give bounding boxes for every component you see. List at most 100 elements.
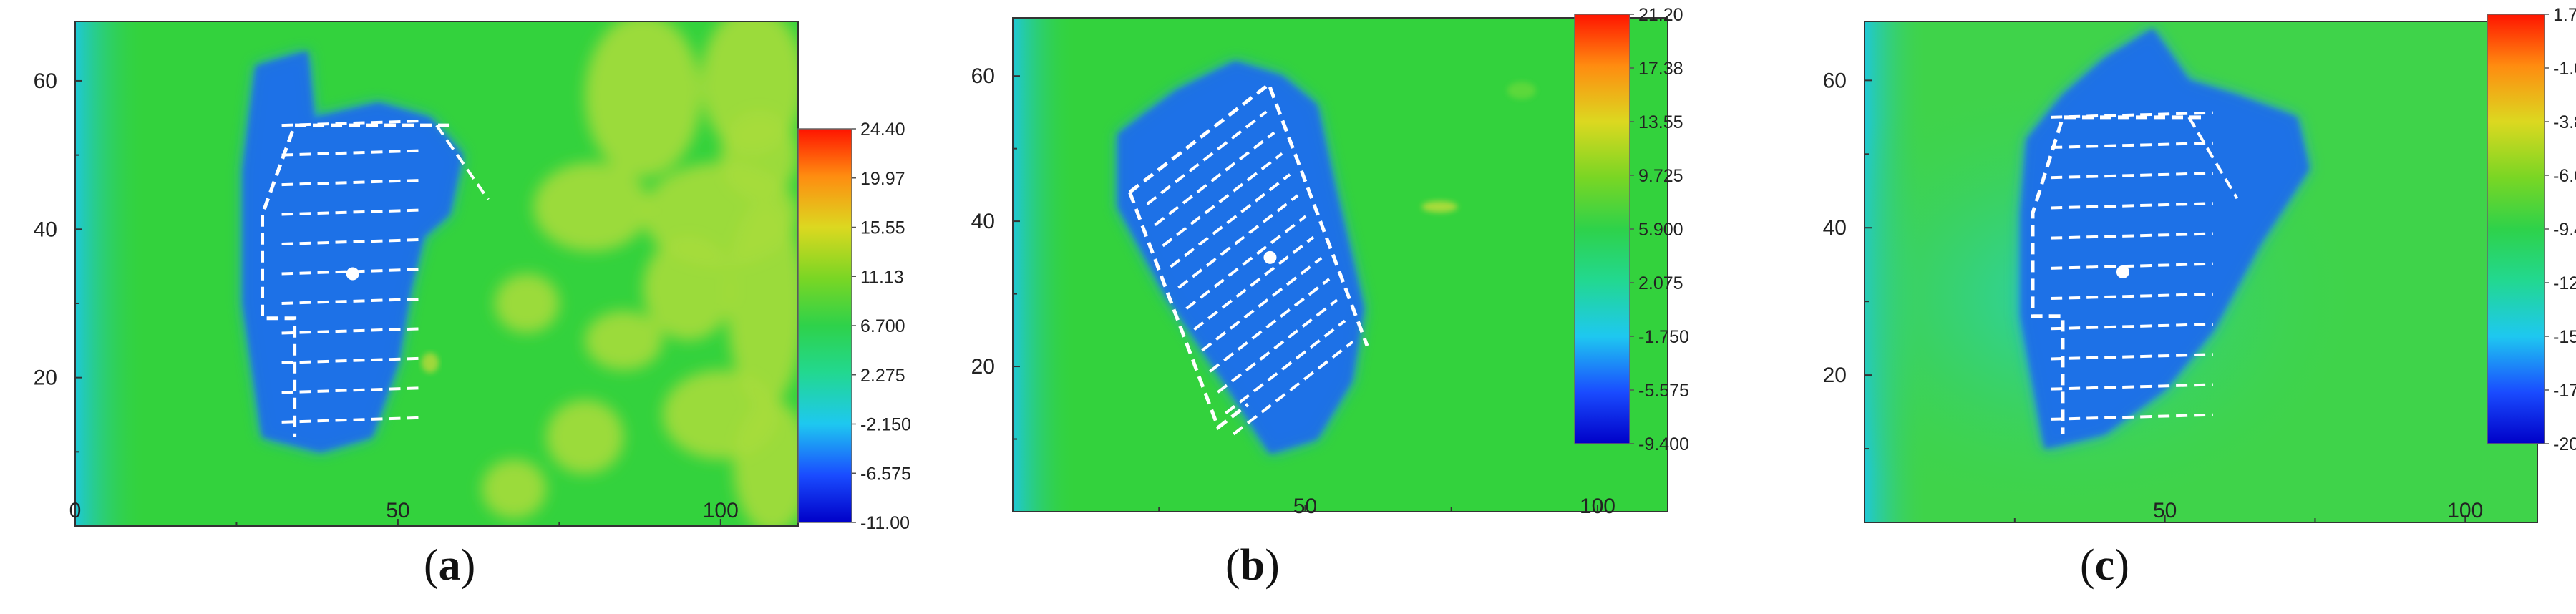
panel-line (2051, 323, 2213, 331)
colorbar-label: -2.150 (860, 415, 911, 435)
panel-line (1154, 131, 1275, 226)
warm-patch (720, 110, 798, 200)
panel-line (1177, 194, 1299, 289)
edge-band (75, 21, 146, 526)
colorbar-label: -15.03 (2553, 327, 2576, 347)
y-tick-label: 20 (34, 366, 57, 390)
panel-a: 0 50 100 20 40 60 24.40 19.97 15.55 11.13 6.700 2.2… (0, 0, 911, 614)
colorbar-label: -12.24 (2553, 273, 2576, 293)
warm-patch (1507, 82, 1536, 99)
panel-line (1170, 173, 1291, 268)
panel-line (281, 119, 424, 127)
warm-patch (546, 399, 624, 474)
heatmap-b: 50 100 20 40 60 21.20 17.38 13.55 9.725 5.900 2.07… (971, 5, 1689, 518)
x-tick-label: 100 (2447, 499, 2483, 522)
colorbar-label: 24.40 (860, 120, 905, 140)
warm-patch (421, 352, 439, 373)
panel-line (1233, 340, 1354, 436)
panel-line (1185, 215, 1307, 310)
warm-patch (733, 399, 798, 526)
colorbar-label: 11.13 (860, 267, 904, 287)
y-tick-label: 60 (34, 69, 57, 93)
x-tick-label: 50 (1293, 494, 1317, 518)
colorbar (1574, 14, 1630, 444)
colorbar-label: 2.075 (1638, 273, 1683, 293)
boundary-line (1128, 191, 1250, 431)
heatmap-c: 50 100 20 40 60 1.700 -1.088 -3.875 -6.663 -9.450… (1823, 5, 2576, 523)
panel-line (2051, 141, 2213, 150)
caption-c: (c) (2080, 541, 2129, 590)
panel-line (1225, 319, 1346, 414)
caption-a: (a) (424, 541, 476, 590)
panel-line (1162, 152, 1283, 248)
colorbar-label: -5.575 (1638, 381, 1689, 401)
colorbar-label: -6.663 (2553, 166, 2576, 186)
colorbar-label: -11.00 (860, 513, 910, 533)
warm-patch (585, 21, 701, 177)
panel-line (281, 416, 424, 424)
boundary-line (1128, 81, 1369, 347)
center-marker (2116, 265, 2129, 278)
panel-b: 50 100 20 40 60 21.20 17.38 13.55 9.725 5.900 2.07… (859, 0, 1711, 614)
panel-line (1201, 257, 1323, 352)
caption-b: (b) (1225, 541, 1280, 590)
colorbar-label: 17.38 (1638, 59, 1683, 79)
colorbar-label: -1.088 (2553, 59, 2576, 79)
panel-line (281, 208, 424, 216)
center-marker (1263, 250, 1277, 264)
heatmap-field (1865, 21, 2537, 522)
panel-line (1209, 278, 1331, 373)
colorbar-label: -20.60 (2553, 434, 2576, 454)
boundary-line (2031, 115, 2201, 434)
warm-patch (643, 236, 734, 341)
panel-line (281, 238, 424, 246)
colorbar-label: 15.55 (860, 218, 905, 238)
colorbar (797, 128, 852, 523)
y-tick-label: 20 (971, 355, 995, 379)
colorbar-label: 5.900 (1638, 220, 1683, 240)
colorbar (2487, 14, 2545, 444)
colorbar-label: -9.400 (1638, 434, 1689, 454)
y-tick-label: 40 (971, 210, 995, 233)
subsidence-core (2021, 29, 2310, 449)
colorbar-label: -3.875 (2553, 112, 2576, 132)
warm-patch (1421, 200, 1458, 213)
x-tick-label: 50 (2153, 499, 2177, 522)
heatmap-field (75, 21, 798, 526)
colorbar-label: -9.450 (2553, 220, 2576, 240)
panel-line (2051, 202, 2213, 210)
colorbar-label: 2.275 (860, 366, 905, 386)
panel-line (1217, 298, 1338, 394)
warm-patch (495, 273, 560, 333)
edge-band (1013, 18, 1076, 512)
x-tick-label: 100 (1580, 494, 1615, 518)
colorbar-label: 1.700 (2553, 5, 2576, 25)
panel-line (281, 327, 424, 335)
y-tick-label: 40 (34, 218, 57, 241)
colorbar-label: 13.55 (1638, 112, 1683, 132)
y-tick-label: 20 (1823, 364, 1847, 387)
warm-patches (482, 21, 798, 526)
colorbar-label: 19.97 (860, 169, 905, 189)
panel-line (2051, 111, 2213, 119)
panel-line (2051, 232, 2213, 240)
panel-line (281, 149, 424, 157)
colorbar-label: 21.20 (1638, 5, 1683, 25)
y-tick-label: 60 (971, 64, 995, 88)
panel-line (2187, 116, 2239, 200)
colorbar-label: -1.750 (1638, 327, 1689, 347)
panel-line (281, 297, 424, 305)
panel-line (281, 356, 424, 364)
y-tick-label: 40 (1823, 216, 1847, 240)
panel-line (281, 386, 424, 394)
colorbar-label: 6.700 (860, 316, 905, 336)
warm-patch (482, 459, 547, 519)
panel-line (281, 178, 424, 187)
heatmap-field (1013, 18, 1668, 512)
panel-line (435, 125, 490, 200)
heatmap-a: 0 50 100 20 40 60 24.40 19.97 15.55 11.13 6.700 2.2… (34, 21, 911, 533)
panel-c: 50 100 20 40 60 1.700 -1.088 -3.875 -6.663 -9.450… (1718, 0, 2576, 614)
panel-lines (2031, 111, 2239, 434)
x-tick-label: 50 (386, 499, 409, 522)
colorbar-label: -6.575 (860, 464, 911, 484)
